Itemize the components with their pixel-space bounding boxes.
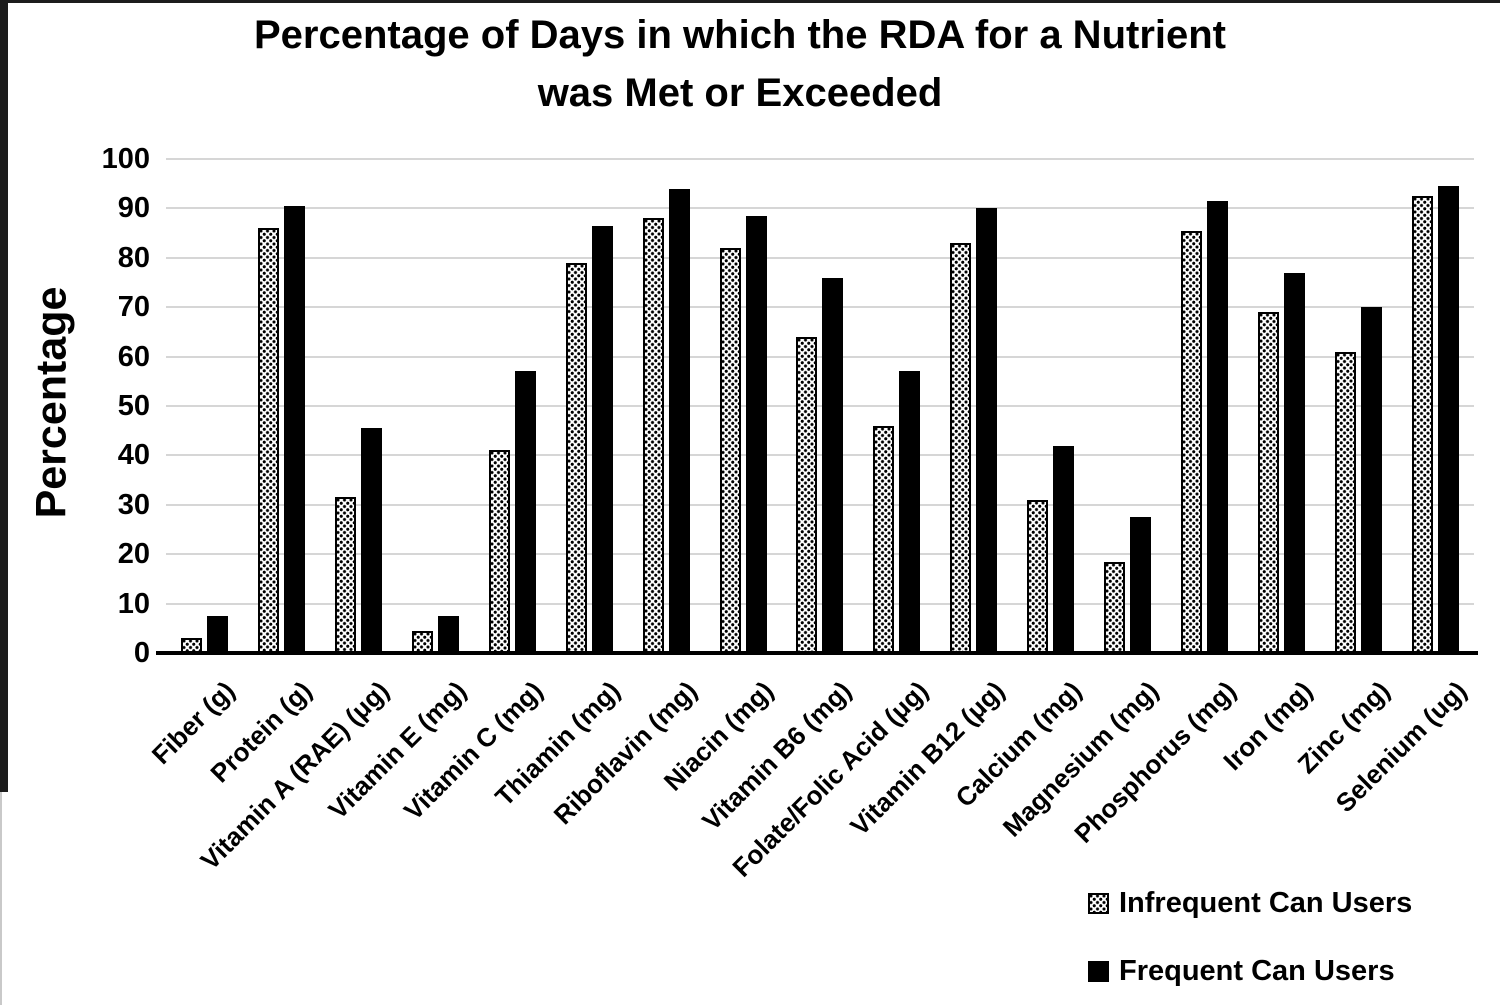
- bar-group-1: [166, 159, 243, 653]
- bar-infrequent-8: [719, 247, 741, 653]
- y-axis-tick-label-30: 30: [117, 488, 150, 521]
- bar-group-12: [1012, 159, 1089, 653]
- y-axis-tick-label-70: 70: [117, 291, 150, 324]
- bar-infrequent-12: [1027, 499, 1049, 653]
- y-axis-tick-label-0: 0: [133, 637, 150, 669]
- bar-frequent-11: [976, 208, 998, 653]
- bar-infrequent-10: [873, 425, 895, 653]
- bar-group-11: [935, 159, 1012, 653]
- chart-title: Percentage of Days in which the RDA for …: [0, 6, 1480, 122]
- bar-group-2: [243, 159, 320, 653]
- bar-group-9: [782, 159, 859, 653]
- legend-item-frequent: Frequent Can Users: [1088, 948, 1488, 994]
- x-axis-label-4: Vitamin E (mg): [322, 675, 472, 825]
- plot-area: [166, 158, 1474, 653]
- bar-infrequent-14: [1181, 230, 1203, 653]
- bar-frequent-9: [822, 277, 844, 653]
- y-axis-tick-label-100: 100: [101, 143, 150, 175]
- bar-frequent-6: [591, 225, 613, 653]
- bar-infrequent-17: [1411, 196, 1433, 653]
- bar-group-6: [551, 159, 628, 653]
- gridline-70: [166, 306, 1474, 309]
- bar-infrequent-6: [565, 262, 587, 653]
- bar-infrequent-5: [488, 450, 510, 653]
- bar-frequent-2: [283, 205, 305, 653]
- bar-frequent-13: [1130, 517, 1152, 653]
- bar-infrequent-7: [642, 218, 664, 653]
- gridline-50: [166, 405, 1474, 407]
- gridline-80: [166, 256, 1474, 259]
- gridline-60: [166, 355, 1474, 358]
- gridline-30: [166, 503, 1474, 506]
- bar-frequent-1: [206, 615, 228, 653]
- gridline-20: [166, 553, 1474, 556]
- legend-item-infrequent: Infrequent Can Users: [1088, 880, 1488, 926]
- y-axis-tick-label-60: 60: [117, 340, 150, 373]
- bar-infrequent-13: [1104, 561, 1126, 653]
- gridline-100: [166, 158, 1474, 160]
- bar-frequent-16: [1361, 307, 1383, 653]
- legend-label-infrequent: Infrequent Can Users: [1119, 886, 1413, 919]
- bar-frequent-10: [899, 371, 921, 653]
- y-axis-tick-label-40: 40: [117, 439, 150, 472]
- bar-infrequent-3: [334, 497, 356, 653]
- bar-frequent-17: [1437, 186, 1459, 653]
- bar-groups: [166, 159, 1474, 653]
- y-axis-tick-label-50: 50: [117, 390, 150, 422]
- bar-frequent-7: [668, 188, 690, 653]
- bar-group-14: [1166, 159, 1243, 653]
- y-axis-tick-label-20: 20: [117, 538, 150, 571]
- bar-group-10: [858, 159, 935, 653]
- scan-border-left: [0, 0, 8, 792]
- bar-frequent-3: [360, 428, 382, 653]
- legend-marker-dotted-icon: [1088, 892, 1109, 914]
- x-axis-label-5: Vitamin C (mg): [398, 675, 549, 826]
- bar-frequent-8: [745, 215, 767, 653]
- y-axis-tick-label-10: 10: [117, 587, 150, 620]
- bar-group-3: [320, 159, 397, 653]
- bar-group-8: [705, 159, 782, 653]
- scan-border-top: [0, 0, 1500, 3]
- bar-infrequent-9: [796, 336, 818, 653]
- bar-frequent-4: [437, 615, 459, 653]
- bar-frequent-5: [514, 371, 536, 653]
- legend-marker-solid-icon: [1088, 960, 1109, 982]
- bar-frequent-14: [1207, 201, 1229, 653]
- bar-frequent-15: [1284, 272, 1306, 653]
- gridline-10: [166, 602, 1474, 605]
- gridline-90: [166, 207, 1474, 210]
- y-axis-tick-label-90: 90: [117, 192, 150, 225]
- bar-group-15: [1243, 159, 1320, 653]
- bar-group-7: [628, 159, 705, 653]
- bar-infrequent-15: [1258, 312, 1280, 653]
- y-axis-tick-label-80: 80: [117, 241, 150, 274]
- bar-infrequent-11: [950, 242, 972, 653]
- legend-label-frequent: Frequent Can Users: [1119, 954, 1395, 987]
- chart-title-line1: Percentage of Days in which the RDA for …: [253, 13, 1226, 57]
- bar-group-4: [397, 159, 474, 653]
- bar-infrequent-16: [1335, 351, 1357, 653]
- bar-infrequent-2: [257, 228, 279, 653]
- chart-title-line2: was Met or Exceeded: [537, 71, 943, 115]
- bar-group-5: [474, 159, 551, 653]
- x-axis-line: [156, 651, 1478, 655]
- bar-group-17: [1397, 159, 1474, 653]
- legend: Infrequent Can Users Frequent Can Users: [1088, 880, 1488, 1005]
- gridline-40: [166, 454, 1474, 457]
- bar-group-16: [1320, 159, 1397, 653]
- bar-infrequent-4: [411, 630, 433, 653]
- bar-frequent-12: [1053, 445, 1075, 653]
- bar-group-13: [1089, 159, 1166, 653]
